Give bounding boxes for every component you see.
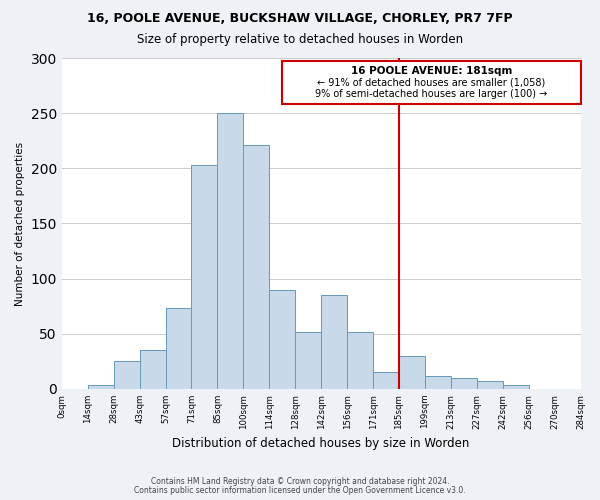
Bar: [295, 332, 321, 389]
Bar: [399, 356, 425, 389]
Text: Contains HM Land Registry data © Crown copyright and database right 2024.: Contains HM Land Registry data © Crown c…: [151, 477, 449, 486]
X-axis label: Distribution of detached houses by size in Worden: Distribution of detached houses by size …: [172, 437, 470, 450]
Bar: [373, 372, 399, 389]
Bar: [113, 362, 140, 389]
Bar: [503, 384, 529, 389]
Bar: [477, 381, 503, 389]
Text: 16, POOLE AVENUE, BUCKSHAW VILLAGE, CHORLEY, PR7 7FP: 16, POOLE AVENUE, BUCKSHAW VILLAGE, CHOR…: [87, 12, 513, 26]
Bar: [140, 350, 166, 389]
Bar: [244, 145, 269, 389]
Bar: [425, 376, 451, 389]
Bar: [191, 165, 217, 389]
Text: Size of property relative to detached houses in Worden: Size of property relative to detached ho…: [137, 32, 463, 46]
Bar: [269, 290, 295, 389]
Y-axis label: Number of detached properties: Number of detached properties: [15, 142, 25, 306]
Bar: [88, 384, 113, 389]
Bar: [166, 308, 191, 389]
Text: 16 POOLE AVENUE: 181sqm: 16 POOLE AVENUE: 181sqm: [350, 66, 512, 76]
Bar: [217, 113, 244, 389]
Bar: [347, 332, 373, 389]
Text: Contains public sector information licensed under the Open Government Licence v3: Contains public sector information licen…: [134, 486, 466, 495]
Text: ← 91% of detached houses are smaller (1,058): ← 91% of detached houses are smaller (1,…: [317, 78, 545, 88]
Text: 9% of semi-detached houses are larger (100) →: 9% of semi-detached houses are larger (1…: [315, 89, 547, 99]
Bar: [451, 378, 477, 389]
Bar: [321, 295, 347, 389]
FancyBboxPatch shape: [282, 62, 581, 104]
